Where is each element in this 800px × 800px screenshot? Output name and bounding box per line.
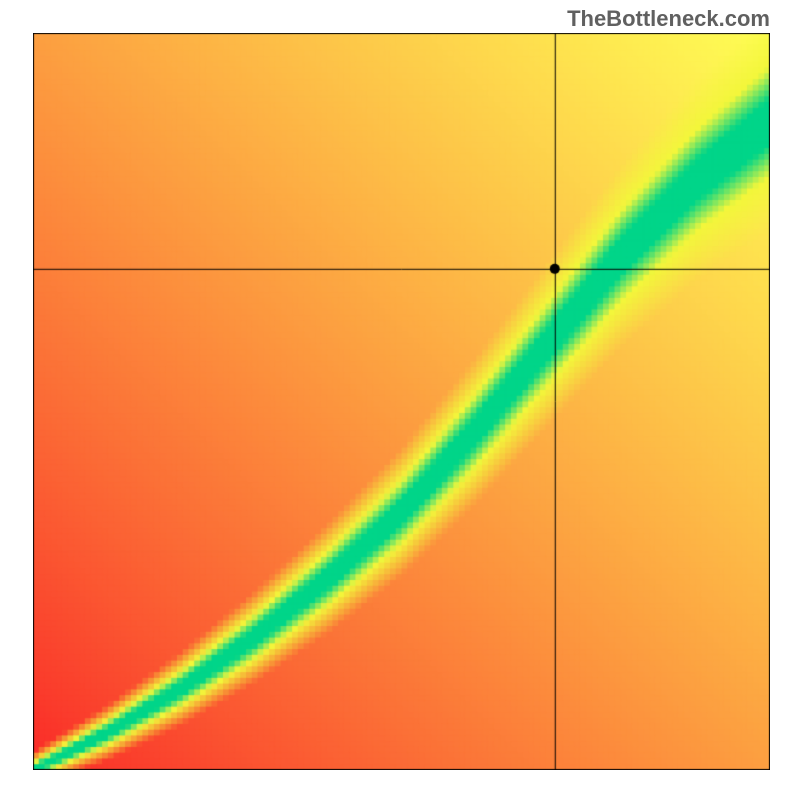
bottleneck-heatmap [33, 33, 770, 770]
watermark-label: TheBottleneck.com [567, 6, 770, 32]
chart-container: TheBottleneck.com [0, 0, 800, 800]
